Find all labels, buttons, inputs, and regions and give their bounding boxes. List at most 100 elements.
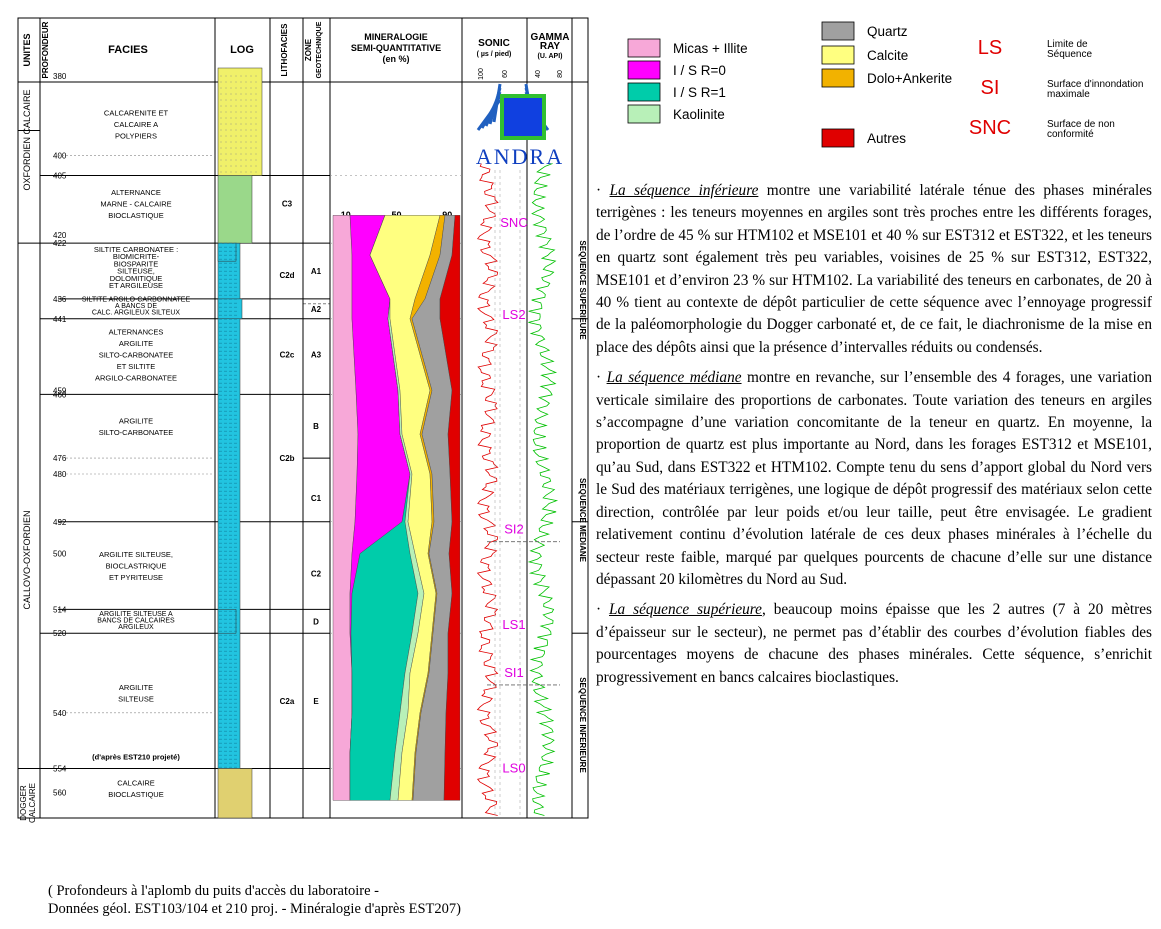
log-clay <box>217 242 241 769</box>
label: LITHOFACIES <box>280 23 289 77</box>
label: OXFORDIEN CALCAIRE <box>22 89 32 190</box>
mineral-area <box>439 215 461 801</box>
label: MINERALOGIE <box>364 32 428 42</box>
logo: ANDRA <box>476 83 564 169</box>
facies-label: BIOMICRITE- <box>113 252 160 261</box>
paragraph-lead: La séquence supérieure <box>609 601 762 619</box>
facies-label: MARNE - CALCAIRE <box>100 199 171 208</box>
log-marl <box>217 175 253 244</box>
surface-desc: Surface d'innondation <box>1047 79 1143 90</box>
label: C3 <box>282 199 293 208</box>
legend-swatch <box>627 38 661 58</box>
facies-label: POLYPIERS <box>115 131 157 140</box>
facies-label: CALCAIRE <box>117 779 155 788</box>
facies-label: ARGILITE <box>119 416 153 425</box>
facies-label: SILTEUSE <box>118 695 154 704</box>
log-bulge <box>217 242 237 262</box>
surface-desc: Surface de non <box>1047 119 1115 130</box>
legend-label: Autres <box>867 131 906 146</box>
label: GEOTECHNIQUE <box>316 21 323 78</box>
facies-label: ARGILITE SILTEUSE, <box>99 550 173 559</box>
facies-label: ALTERNANCE <box>111 188 161 197</box>
facies-label: ARGILITE SILTEUSE A <box>99 611 173 618</box>
label: CALLOVO-OXFORDIEN <box>22 510 32 609</box>
facies-label: SILTEUSE, <box>117 267 155 276</box>
facies-label: SILTO-CARBONATEE <box>99 428 174 437</box>
facies-label: CALCARENITE ET <box>104 108 169 117</box>
bullet: · <box>596 601 602 619</box>
legend-label: I / S R=0 <box>673 63 726 78</box>
facies-label: ARGILITE <box>119 683 153 692</box>
label: 60 <box>502 70 509 78</box>
legend-label: Quartz <box>867 24 908 39</box>
label: 80 <box>557 70 564 78</box>
log-bulge <box>217 298 243 320</box>
surface-marker: LS0 <box>502 760 525 775</box>
mineralogy-tick: 10 <box>341 210 351 220</box>
label: SONIC <box>478 38 510 49</box>
legend-label: Calcite <box>867 48 908 63</box>
facies-label: SILTO-CARBONATEE <box>99 351 174 360</box>
depth-label: 500 <box>53 550 67 559</box>
sonic-curve <box>476 163 499 816</box>
label: A2 <box>311 305 322 314</box>
bullet: · <box>596 369 602 387</box>
paragraph: · La séquence médiane montre en revanche… <box>596 367 1152 591</box>
legend-swatch <box>821 21 855 41</box>
facies-label: ET ARGILEUSE <box>109 281 163 290</box>
surface-marker: LS2 <box>502 307 525 322</box>
facies-label: SILTITE CARBONATEE : <box>94 245 178 254</box>
label: A3 <box>311 351 322 360</box>
paragraph-text: montre une variabilité latérale ténue de… <box>596 182 1152 356</box>
surface-desc: Limite de <box>1047 39 1088 50</box>
facies-label: CALC. ARGILEUX SILTEUX <box>92 309 181 316</box>
logo-text: ANDRA <box>476 144 564 169</box>
surface-desc: maximale <box>1047 89 1090 100</box>
label: ( µs / pied) <box>477 51 512 58</box>
label: C2 <box>311 570 322 579</box>
legend-swatch <box>821 45 855 65</box>
log-limestone <box>217 768 253 819</box>
logo-square <box>500 94 546 140</box>
surface-desc: conformité <box>1047 129 1094 140</box>
label: DOGGER <box>19 785 28 821</box>
label: C2b <box>279 454 294 463</box>
depth-label: 459 <box>53 386 67 395</box>
label: C1 <box>311 494 322 503</box>
sequence-label: SEQUENCE MEDIANE <box>578 478 587 563</box>
paragraph: · La séquence supérieure, beaucoup moins… <box>596 599 1152 689</box>
facies-label: BANCS DE CALCAIRES <box>97 617 175 624</box>
paragraph-text: , beaucoup moins épaisse que les 2 autre… <box>596 601 1153 686</box>
surface-code: SI <box>981 77 1000 99</box>
depth-label: 476 <box>53 454 67 463</box>
legend-label: Micas + Illite <box>673 41 748 56</box>
label: C2d <box>279 271 294 280</box>
gamma-curve <box>527 163 559 816</box>
label: (U. API) <box>537 53 562 60</box>
depth-label: 540 <box>53 709 67 718</box>
sequence-label: SEQUENCE SUPERIEURE <box>578 240 587 340</box>
facies-label: (d'après EST210 projeté) <box>92 753 180 762</box>
facies-label: DOLOMITIQUE <box>110 274 163 283</box>
facies-label: BIOSPARITE <box>114 259 158 268</box>
depth-label: 560 <box>53 788 67 797</box>
label: B <box>313 422 319 431</box>
log-calcarenite <box>217 67 263 176</box>
surface-marker: SI1 <box>504 665 524 680</box>
label: C2a <box>280 697 295 706</box>
label: 40 <box>535 70 542 78</box>
depth-label: 420 <box>53 231 67 240</box>
facies-label: BIOCLASTIQUE <box>108 211 163 220</box>
facies-label: ARGILITE <box>119 339 153 348</box>
logo-stripe <box>492 83 502 123</box>
label: C2c <box>280 351 295 360</box>
surface-marker: LS1 <box>502 617 525 632</box>
label: CALCAIRE <box>28 783 37 823</box>
label: A1 <box>311 267 322 276</box>
facies-label: A BANCS DE <box>115 303 157 310</box>
label: UNITES <box>22 33 32 66</box>
facies-label: BIOCLASTIQUE <box>108 790 163 799</box>
surface-marker: SI2 <box>504 522 524 537</box>
label: LOG <box>230 44 254 56</box>
